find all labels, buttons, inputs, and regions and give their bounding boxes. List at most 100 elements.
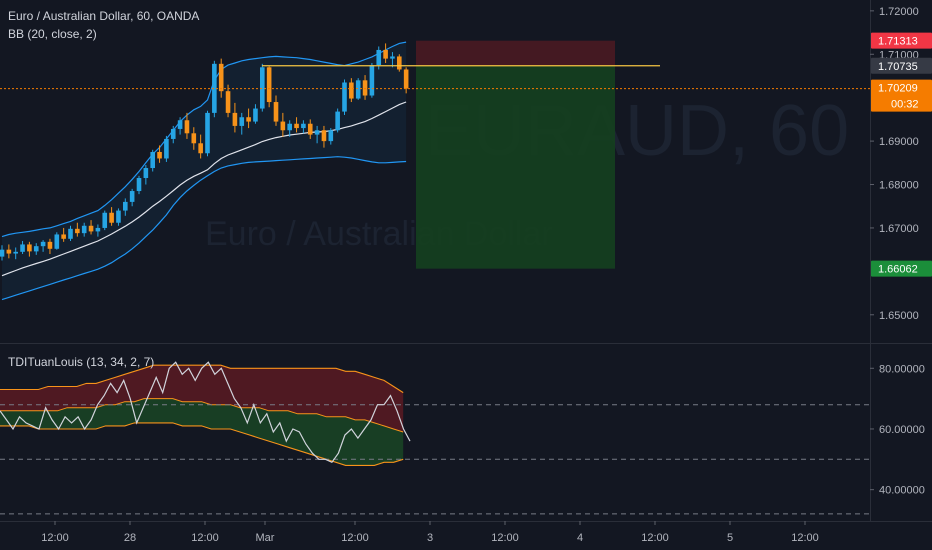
candle-down xyxy=(294,123,299,129)
candle-up xyxy=(314,130,320,135)
grid-lines xyxy=(0,0,932,522)
candle-up xyxy=(95,227,101,232)
candle-up xyxy=(342,82,347,112)
time-tick-label: 28 xyxy=(124,532,136,544)
time-tick-label: 12:00 xyxy=(191,532,219,544)
candle-up xyxy=(301,123,306,129)
candle-up xyxy=(20,244,25,252)
stop-loss-zone xyxy=(416,40,615,66)
time-tick-label: 4 xyxy=(577,532,583,544)
time-tick-label: 12:00 xyxy=(491,532,519,544)
tdi-tick-label: 60.00000 xyxy=(879,424,925,436)
candle-down xyxy=(198,143,203,154)
candle-down xyxy=(61,234,66,239)
candle-down xyxy=(321,130,327,142)
candle-up xyxy=(150,151,155,169)
tdi-tick-label: 40.00000 xyxy=(879,485,925,497)
candle-down xyxy=(307,123,313,135)
candle-up xyxy=(335,111,340,131)
candlesticks[interactable] xyxy=(0,43,409,261)
candle-down xyxy=(75,228,80,234)
candle-up xyxy=(205,112,210,154)
candle-up xyxy=(170,128,176,139)
bb-upper-line xyxy=(1,41,407,238)
candle-down xyxy=(225,91,231,113)
price-tick-label: 1.65000 xyxy=(879,310,919,322)
candle-up xyxy=(212,63,217,113)
stop-price-tag: 1.71313 xyxy=(878,36,918,48)
tdi-mid-band xyxy=(0,398,404,433)
candle-down xyxy=(403,69,409,89)
candle-down xyxy=(88,225,94,232)
candle-up xyxy=(54,234,60,249)
candle-down xyxy=(280,121,286,131)
candle-down xyxy=(232,112,238,126)
candle-down xyxy=(6,249,12,254)
candle-up xyxy=(143,168,149,179)
candle-down xyxy=(266,67,272,103)
candle-down xyxy=(47,241,53,249)
candle-up xyxy=(376,49,382,66)
price-tick-label: 1.68000 xyxy=(879,180,919,192)
candle-down xyxy=(109,212,114,223)
countdown-tag: 00:32 xyxy=(891,99,919,111)
price-tick-label: 1.67000 xyxy=(879,223,919,235)
candle-up xyxy=(164,138,169,159)
target-price-tag-bg xyxy=(871,260,932,277)
candle-down xyxy=(273,102,279,122)
tdi-lower-zone xyxy=(0,398,404,466)
candle-up xyxy=(390,56,395,59)
chart-title[interactable]: Euro / Australian Dollar, 60, OANDA xyxy=(8,9,200,23)
bb-lower-line xyxy=(1,156,407,301)
candle-down xyxy=(27,244,32,252)
current-price-tag-bg xyxy=(871,79,932,112)
candle-down xyxy=(397,56,402,70)
candle-up xyxy=(0,249,5,257)
entry-price-tag: 1.70735 xyxy=(878,61,918,73)
candle-up xyxy=(253,108,258,122)
candle-up xyxy=(355,80,361,99)
time-axis[interactable]: 12:00 28 12:00 Mar 12:00 3 12:00 4 12:00 5 12:00 xyxy=(41,521,819,544)
time-tick-label: 12:00 xyxy=(791,532,819,544)
candle-down xyxy=(157,151,162,159)
price-tags: 1.71313 1.70735 1.66062 1.70209 00:32 xyxy=(871,32,932,277)
candle-up xyxy=(129,191,135,202)
take-profit-zone xyxy=(416,65,615,269)
candle-up xyxy=(102,212,108,228)
time-tick-label: 12:00 xyxy=(641,532,669,544)
candle-up xyxy=(123,201,128,211)
candle-up xyxy=(177,120,183,129)
current-price-tag: 1.70209 xyxy=(878,83,918,95)
time-tick-label: 3 xyxy=(427,532,433,544)
candle-up xyxy=(136,178,142,192)
candle-up xyxy=(116,210,121,223)
candle-up xyxy=(81,225,87,234)
candle-up xyxy=(40,241,46,247)
candle-up xyxy=(328,130,334,142)
candle-up xyxy=(287,123,292,131)
candle-down xyxy=(349,82,354,99)
bb-legend[interactable]: BB (20, close, 2) xyxy=(8,27,97,41)
candle-down xyxy=(218,63,224,92)
tdi-upper-band xyxy=(0,364,404,394)
candle-down xyxy=(246,117,251,122)
candle-down xyxy=(184,120,190,134)
tdi-indicator xyxy=(0,361,870,515)
price-tick-label: 1.72000 xyxy=(879,6,919,18)
candle-up xyxy=(68,228,73,239)
price-tick-label: 1.69000 xyxy=(879,136,919,148)
candle-down xyxy=(362,80,368,96)
candle-up xyxy=(260,67,265,109)
position-zones[interactable] xyxy=(416,40,615,269)
tdi-rsi-line xyxy=(0,361,411,464)
candle-up xyxy=(13,251,18,254)
candle-up xyxy=(239,117,245,126)
time-tick-label: 5 xyxy=(727,532,733,544)
tdi-legend[interactable]: TDITuanLouis (13, 34, 2, 7) xyxy=(8,355,155,369)
tdi-tick-label: 80.00000 xyxy=(879,363,925,375)
price-levels[interactable] xyxy=(0,65,870,90)
tdi-lower-band xyxy=(0,422,404,466)
bollinger-bands xyxy=(1,41,407,301)
candle-down xyxy=(383,49,388,59)
